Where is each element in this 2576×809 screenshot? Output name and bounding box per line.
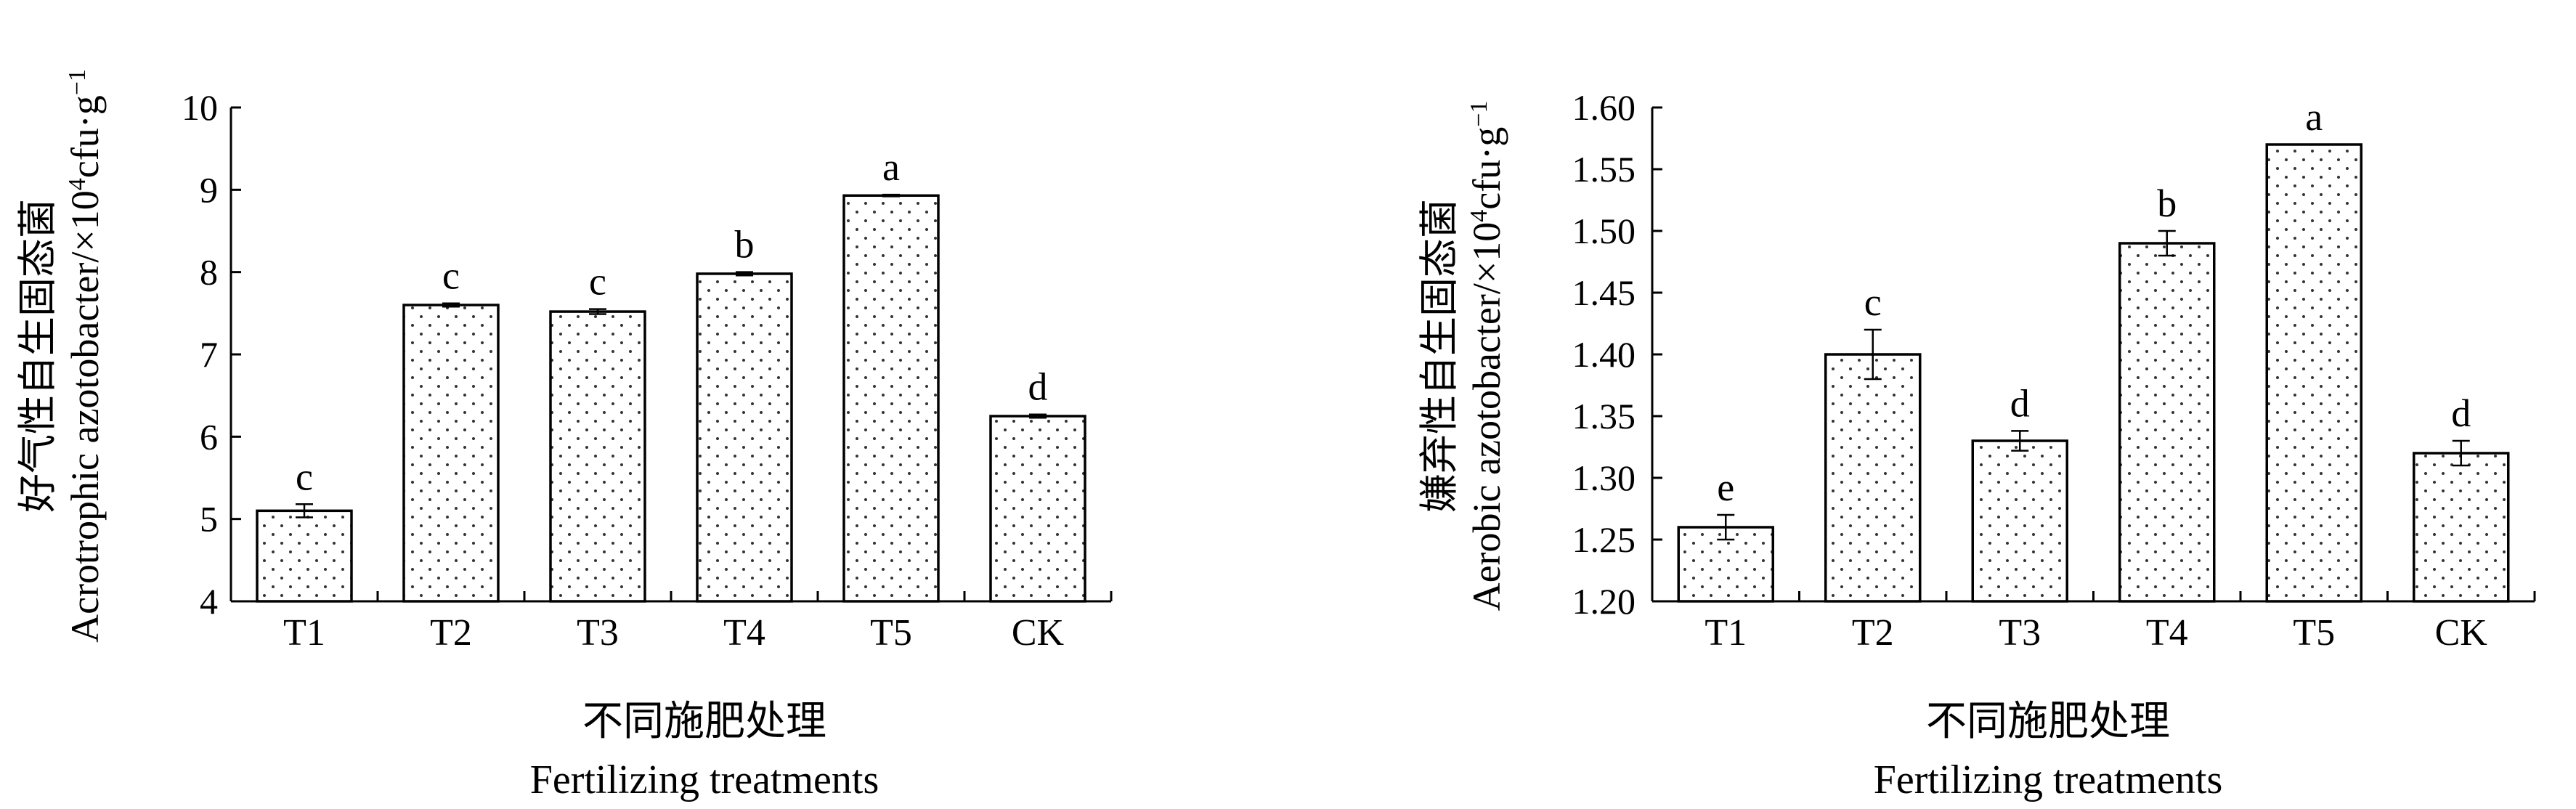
y-tick-label: 1.35 [1572, 396, 1636, 436]
x-tick-label-t3: T3 [1999, 612, 2041, 654]
bar-t5 [2265, 143, 2362, 603]
bar-t2 [1824, 353, 1922, 603]
x-tick-label-t3: T3 [577, 612, 619, 654]
significance-label-t4: b [2157, 182, 2177, 225]
significance-label-t1: c [296, 455, 313, 498]
y-axis-label-chinese: 好气性自生固态菌 [16, 199, 60, 513]
x-tick-label-t2: T2 [1852, 612, 1894, 654]
y-tick-label: 1.55 [1572, 149, 1636, 190]
bar-t4 [696, 272, 793, 603]
y-tick-label: 1.40 [1572, 334, 1636, 375]
significance-label-ck: d [1028, 365, 1048, 409]
significance-label-ck: d [2451, 391, 2471, 435]
x-tick-label-t1: T1 [283, 612, 325, 654]
bar-ck [989, 415, 1086, 603]
bar-t5 [842, 194, 940, 603]
significance-label-t2: c [442, 254, 460, 298]
y-tick-label: 1.50 [1572, 211, 1636, 251]
bar-t1 [256, 509, 353, 603]
bar-group: c c c b a d [256, 145, 1086, 603]
y-axis-ticks: 4 5 6 7 8 9 10 [182, 87, 241, 622]
y-axis-label-english: Acrotrophic azotobacter/×104cfu·g−1 [63, 69, 107, 643]
x-axis-ticks: T1 T2 T3 T4 T5 CK [1705, 591, 2536, 654]
significance-label-t1: e [1717, 466, 1734, 509]
y-tick-label: 1.30 [1572, 458, 1636, 498]
bar-ck [2413, 452, 2510, 603]
bar-t2 [402, 304, 500, 603]
y-tick-label: 4 [200, 581, 218, 622]
significance-label-t5: a [2305, 95, 2323, 139]
significance-label-t5: a [882, 145, 900, 189]
bar-t3 [549, 310, 646, 603]
chart-left-acrotrophic: 好气性自生固态菌 Acrotrophic azotobacter/×104cfu… [16, 69, 1113, 802]
y-tick-label: 6 [200, 416, 218, 457]
x-tick-label-ck: CK [1012, 612, 1065, 654]
x-tick-label-ck: CK [2435, 612, 2488, 654]
y-tick-label: 7 [200, 334, 218, 375]
x-tick-label-t5: T5 [870, 612, 912, 654]
x-axis-label-english: Fertilizing treatments [530, 757, 879, 802]
x-axis-ticks: T1 T2 T3 T4 T5 CK [283, 591, 1113, 654]
y-tick-label: 1.45 [1572, 272, 1636, 313]
y-axis-label-chinese: 嫌弃性自生固态菌 [1418, 199, 1461, 513]
significance-label-t4: b [735, 223, 755, 267]
bar-t4 [2118, 242, 2216, 603]
y-tick-label: 8 [200, 252, 218, 293]
x-tick-label-t2: T2 [430, 612, 472, 654]
y-tick-label: 1.20 [1572, 581, 1636, 622]
y-axis-ticks: 1.20 1.25 1.30 1.35 1.40 1.45 1.50 1.55 1.60 [1572, 87, 1662, 622]
y-tick-label: 10 [182, 87, 218, 128]
x-axis-label-chinese: 不同施肥处理 [1926, 699, 2170, 744]
y-axis-label-english: Aerobic azotobacter/×104cfu·g−1 [1465, 101, 1508, 611]
x-tick-label-t4: T4 [723, 612, 765, 654]
chart-right-aerobic: 嫌弃性自生固态菌 Aerobic azotobacter/×104cfu·g−1… [1418, 87, 2536, 802]
x-axis-label-english: Fertilizing treatments [1874, 757, 2223, 802]
x-tick-label-t5: T5 [2293, 612, 2335, 654]
x-tick-label-t1: T1 [1705, 612, 1747, 654]
bar-t3 [1971, 439, 2068, 603]
significance-label-t2: c [1864, 280, 1882, 324]
y-tick-label: 1.60 [1572, 87, 1636, 128]
bar-group: e c d b a d [1677, 95, 2510, 603]
y-tick-label: 5 [200, 499, 218, 540]
y-tick-label: 1.25 [1572, 519, 1636, 560]
significance-label-t3: d [2010, 381, 2030, 425]
x-axis-label-chinese: 不同施肥处理 [582, 699, 826, 744]
significance-label-t3: c [589, 260, 606, 304]
y-tick-label: 9 [200, 169, 218, 210]
x-tick-label-t4: T4 [2146, 612, 2188, 654]
